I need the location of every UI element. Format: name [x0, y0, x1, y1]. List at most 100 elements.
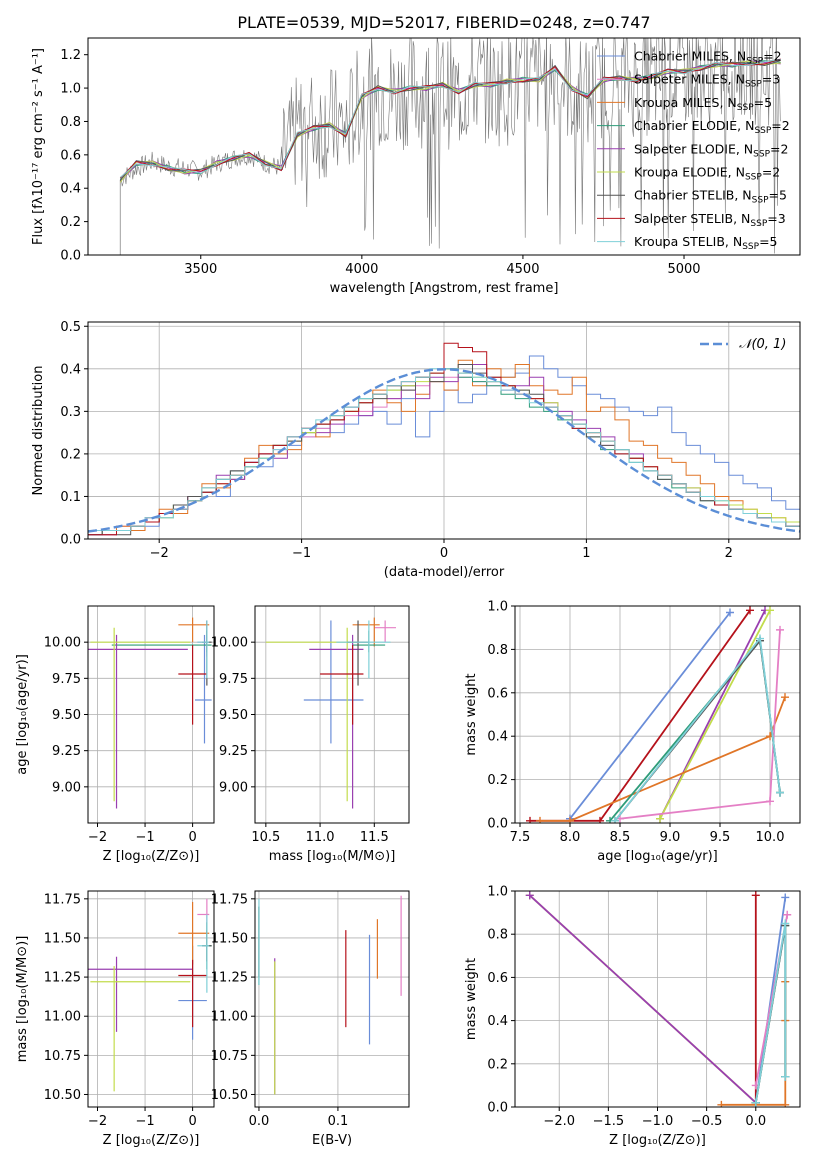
x-tick-label: 0.0 [249, 1114, 270, 1129]
y-tick-label: 1.2 [60, 48, 81, 63]
x-tick-label: 11.0 [306, 830, 335, 845]
y-tick-label: 10.50 [44, 1088, 81, 1103]
y-tick-label: 0.2 [60, 447, 81, 462]
weight-marker-8 [611, 816, 619, 823]
errorbar-point-4 [309, 634, 364, 809]
weight-marker-4 [783, 910, 792, 919]
y-axis-label: mass weight [464, 958, 479, 1040]
legend-entry-0: Chabrier MILES, NSSP=2 [634, 49, 782, 67]
weight-marker-4 [536, 816, 544, 823]
x-tick-label: 0 [188, 830, 196, 845]
errorbar-point-2 [178, 617, 210, 643]
plot-area [119, 38, 781, 255]
x-tick-label: −1 [292, 546, 311, 561]
errorbar-point-8 [197, 914, 210, 993]
y-tick-label: 10.75 [44, 1049, 81, 1064]
errorbar-point-7 [178, 959, 207, 1028]
y-tick-label: 0.2 [487, 1057, 508, 1072]
y-axis-label: age [log₁₀(age/yr)] [15, 654, 30, 775]
panel-age_vs_Z: −2 −1 0 9.00 9.25 9.50 9.75 10.00 Z [log₁₀(Z/Z⊙)… [15, 605, 215, 864]
legend-entry-3: Chabrier ELODIE, NSSP=2 [634, 118, 790, 136]
observed-spectrum-line [119, 38, 781, 254]
errorbar-point-5 [90, 627, 191, 802]
weight-marker-0 [726, 608, 734, 617]
y-tick-label: 0.8 [487, 928, 508, 943]
y-axis-label: mass [log₁₀(M/M⊙)] [15, 936, 30, 1063]
y-tick-label: 0.2 [60, 215, 81, 230]
errorbar-point-2 [178, 901, 210, 965]
y-tick-label: 0.0 [60, 533, 81, 548]
y-tick-label: 9.75 [219, 672, 248, 687]
weight-marker-1 [746, 606, 754, 615]
model-line-8 [119, 59, 781, 178]
y-tick-label: 0.0 [487, 1101, 508, 1116]
y-tick-label: 1.0 [60, 82, 81, 97]
plot-area [265, 617, 396, 809]
y-axis-label: Flux [fλ10⁻¹⁷ erg cm⁻² s⁻¹ A⁻¹] [31, 48, 46, 245]
errorbar-point-0 [303, 620, 364, 744]
panel-mass_vs_EBV: 0.0 0.1 10.50 10.75 11.00 11.25 11.50 11.75 E(B-… [211, 890, 410, 1148]
errorbar-point-7 [178, 645, 207, 725]
x-tick-label: 0.0 [745, 1114, 766, 1129]
y-tick-label: 9.25 [219, 744, 248, 759]
errorbar-point-5 [90, 966, 191, 1092]
y-tick-label: 11.25 [44, 971, 81, 986]
x-axis-label: E(B-V) [312, 1133, 352, 1148]
x-tick-label: 0 [188, 1114, 196, 1129]
x-tick-label: 3500 [184, 262, 217, 277]
x-axis-label: age [log₁₀(age/yr)] [597, 849, 718, 864]
x-tick-label: −0.5 [691, 1114, 723, 1129]
y-tick-label: 1.0 [487, 885, 508, 900]
x-axis-label: wavelength [Angstrom, rest frame] [330, 281, 559, 296]
x-axis-label: Z [log₁₀(Z/Z⊙)] [609, 1133, 706, 1148]
weight-line-7 [614, 638, 781, 822]
y-tick-label: 0.6 [60, 148, 81, 163]
weight-line-1 [529, 894, 757, 1104]
y-tick-label: 0.6 [487, 686, 508, 701]
weight-marker-8 [781, 919, 790, 928]
weight-marker-3 [656, 814, 664, 823]
y-tick-label: 9.75 [52, 672, 81, 687]
figure-title: PLATE=0539, MJD=52017, FIBERID=0248, z=0… [237, 13, 650, 32]
x-tick-label: 5000 [667, 262, 700, 277]
legend: Chabrier MILES, NSSP=2 Salpeter MILES, NS… [597, 49, 790, 252]
weight-marker-8 [751, 1098, 760, 1107]
errorbar-point-8 [197, 620, 210, 679]
x-axis-label: mass [log₁₀(M/M⊙)] [269, 849, 396, 864]
weight-marker-5 [766, 797, 774, 806]
y-tick-label: 11.75 [211, 892, 248, 907]
y-tick-label: 10.75 [211, 1049, 248, 1064]
errorbar-point-7 [320, 645, 364, 725]
weight-marker-3 [781, 893, 790, 902]
weight-marker-8 [776, 788, 784, 797]
weight-marker-5 [717, 1100, 726, 1107]
x-tick-label: −2.0 [543, 1114, 575, 1129]
x-tick-label: 10.5 [251, 830, 280, 845]
y-tick-label: 0.4 [487, 1014, 508, 1029]
y-tick-label: 10.00 [44, 636, 81, 651]
y-tick-label: 11.25 [211, 971, 248, 986]
axes-frame [254, 890, 410, 1108]
x-tick-label: 10.0 [756, 830, 785, 845]
y-tick-label: 9.25 [52, 744, 81, 759]
y-tick-label: 0.0 [487, 817, 508, 832]
x-tick-label: −2 [150, 546, 169, 561]
y-tick-label: 9.00 [52, 780, 81, 795]
y-tick-label: 0.2 [487, 773, 508, 788]
y-tick-label: 0.8 [487, 643, 508, 658]
legend-entry-4: Salpeter ELODIE, NSSP=2 [634, 141, 788, 159]
y-tick-label: 0.8 [60, 115, 81, 130]
x-tick-label: 4500 [506, 262, 539, 277]
y-tick-label: 11.50 [211, 931, 248, 946]
y-tick-label: 9.00 [219, 780, 248, 795]
y-tick-label: 11.75 [44, 892, 81, 907]
plot-area [526, 606, 789, 823]
legend-entry-5: Kroupa ELODIE, NSSP=2 [634, 165, 780, 183]
histogram-2 [88, 359, 800, 536]
weight-marker-8 [781, 1072, 790, 1081]
x-tick-label: 0.1 [328, 1114, 349, 1129]
x-tick-label: 9.5 [710, 830, 731, 845]
x-axis-label: Z [log₁₀(Z/Z⊙)] [103, 849, 200, 864]
errorbar-point-0 [194, 634, 212, 744]
